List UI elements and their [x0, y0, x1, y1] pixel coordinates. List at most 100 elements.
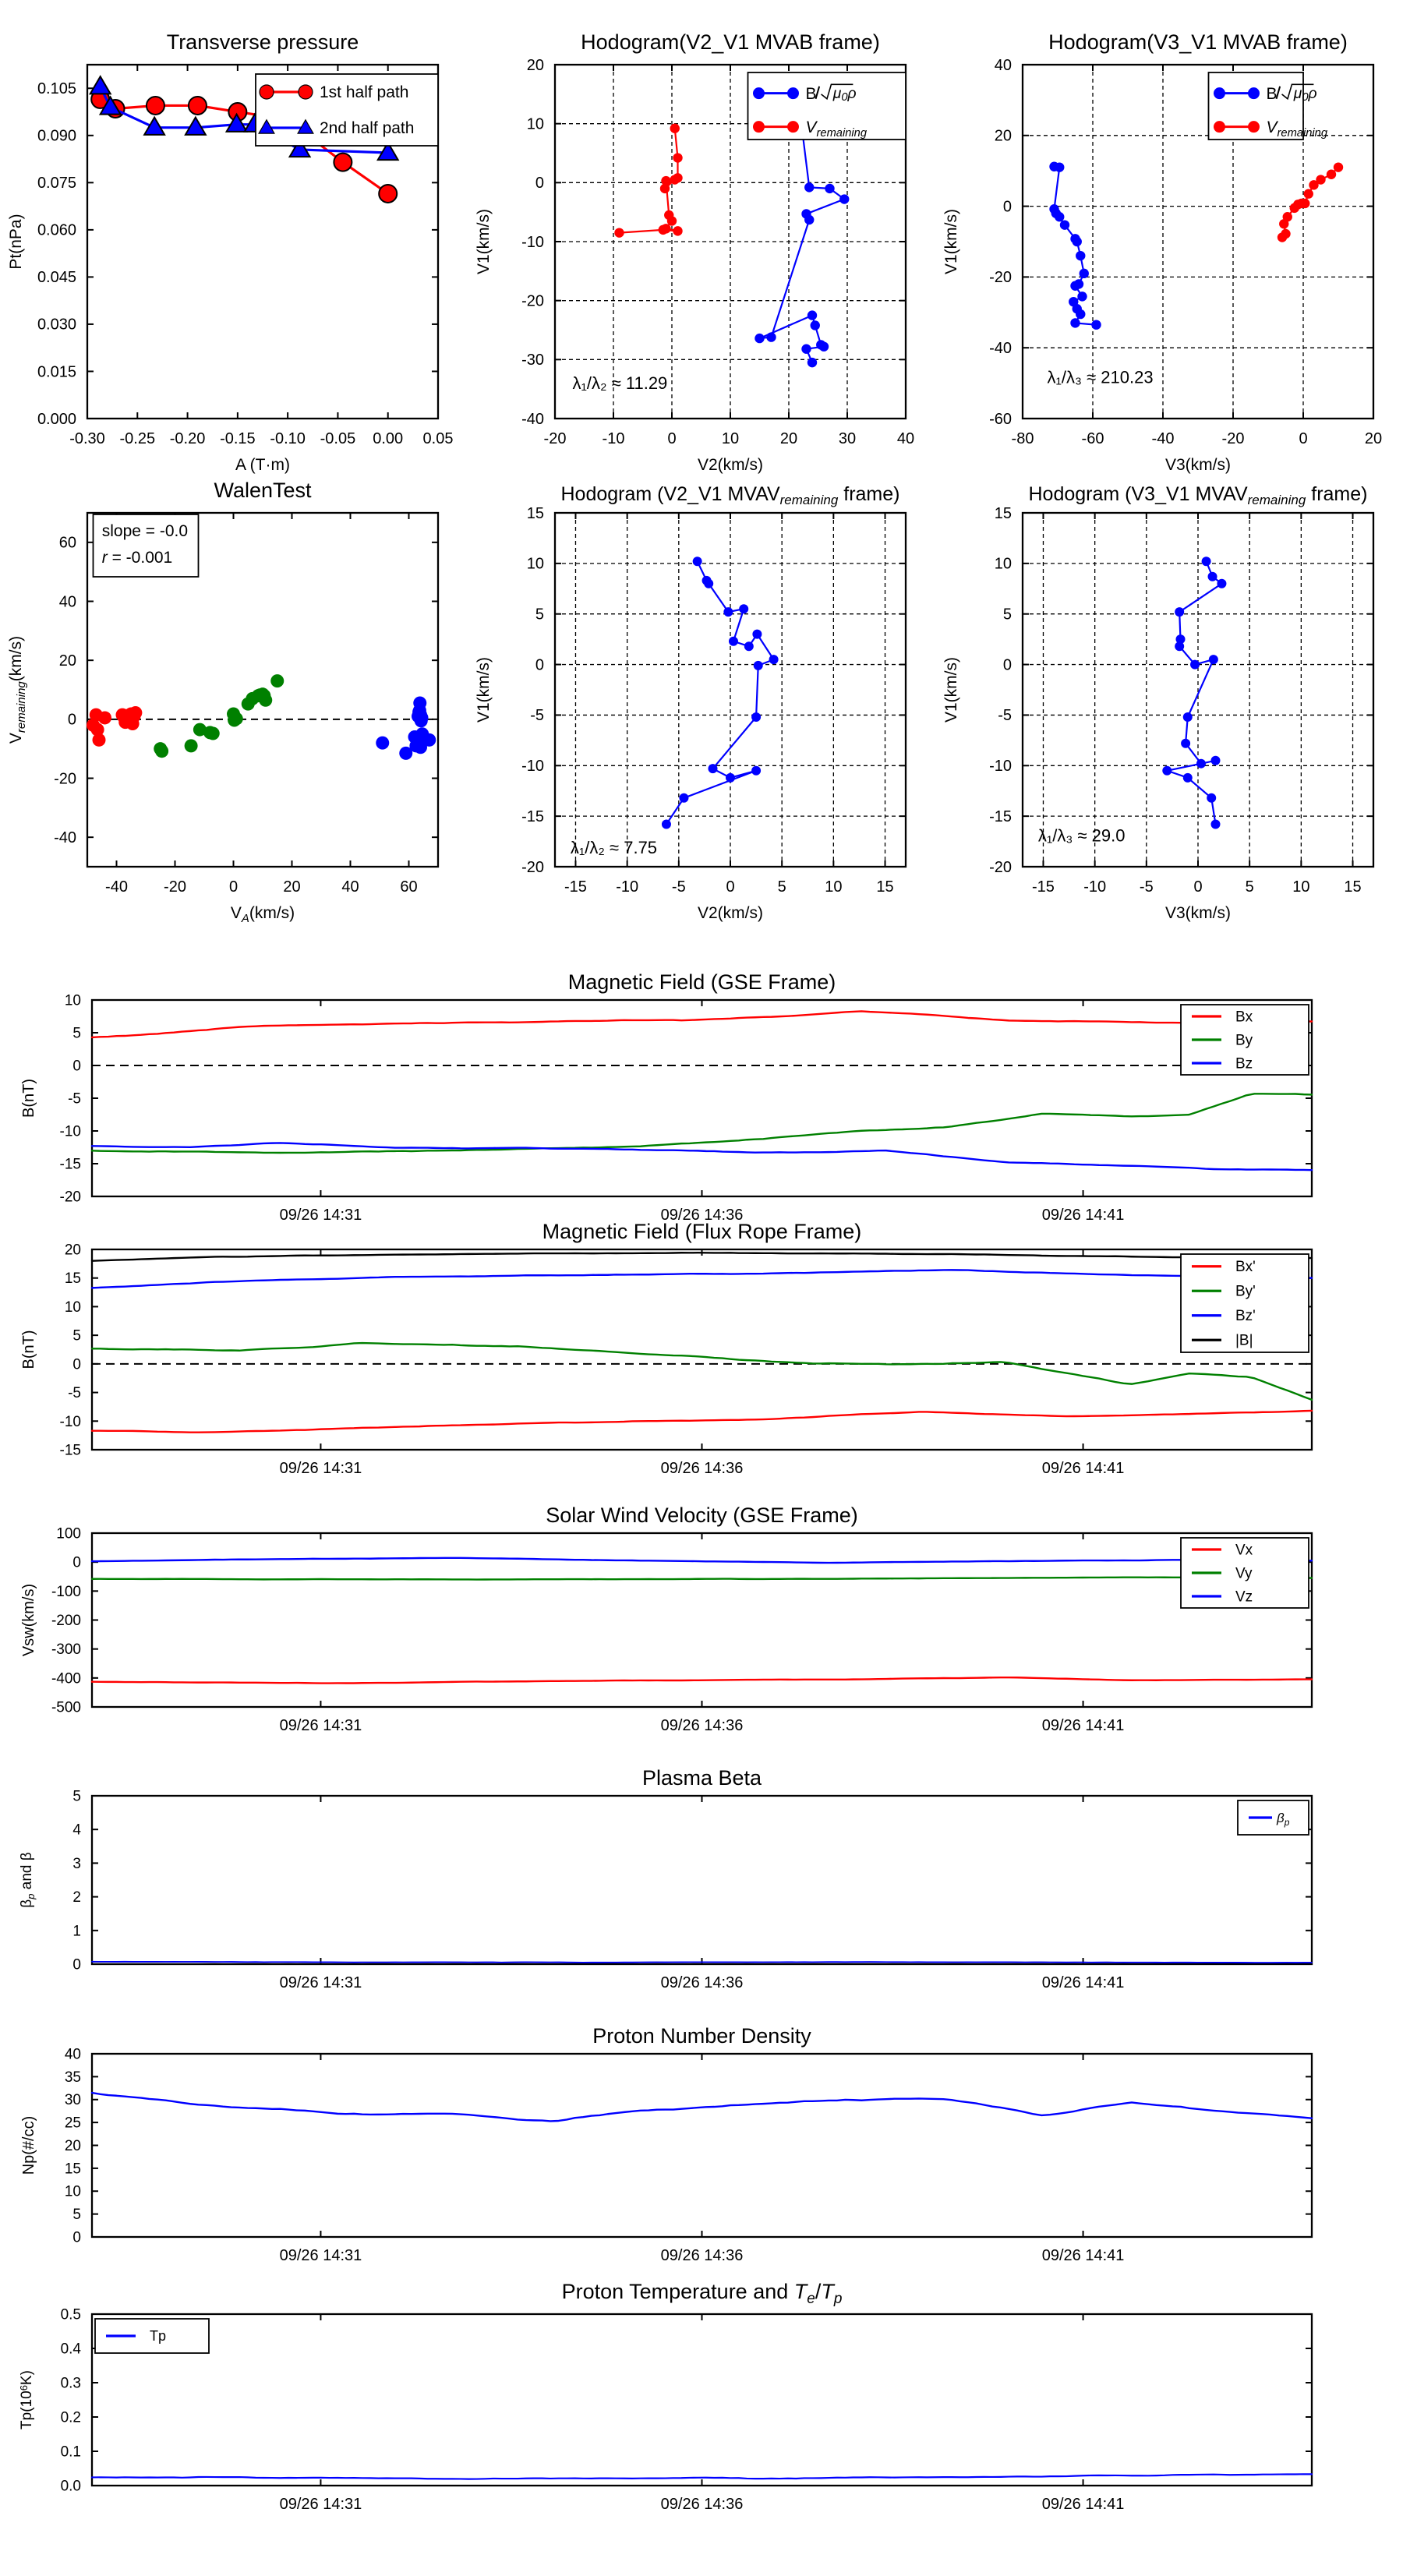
svg-text:Hodogram(V3_V1 MVAB frame): Hodogram(V3_V1 MVAB frame) [1048, 30, 1348, 54]
svg-text:-20: -20 [989, 269, 1012, 286]
svg-text:-40: -40 [105, 878, 128, 896]
svg-text:Transverse pressure: Transverse pressure [167, 30, 359, 54]
svg-text:-10: -10 [603, 430, 625, 447]
svg-text:20: 20 [59, 652, 76, 670]
svg-text:0.1: 0.1 [61, 2443, 81, 2460]
svg-text:09/26 14:41: 09/26 14:41 [1042, 1460, 1125, 1477]
svg-text:20: 20 [283, 878, 300, 896]
svg-text:Tp: Tp [150, 2328, 166, 2344]
svg-text:3: 3 [72, 1856, 81, 1872]
svg-text:0: 0 [68, 712, 76, 729]
svg-text:40: 40 [341, 878, 359, 896]
svg-text:5: 5 [72, 1788, 81, 1804]
svg-text:20: 20 [995, 128, 1012, 145]
svg-text:5: 5 [72, 2207, 81, 2223]
svg-text:0.2: 0.2 [61, 2409, 81, 2426]
svg-text:0: 0 [72, 2229, 81, 2246]
svg-text:20: 20 [65, 1242, 81, 1258]
svg-text:-20: -20 [521, 859, 544, 876]
svg-text:09/26 14:41: 09/26 14:41 [1042, 1207, 1125, 1224]
svg-text:Bx: Bx [1235, 1009, 1253, 1025]
svg-text:-0.20: -0.20 [170, 430, 206, 447]
svg-text:-5: -5 [672, 878, 686, 896]
svg-text:2: 2 [72, 1889, 81, 1906]
svg-text:09/26 14:36: 09/26 14:36 [661, 2247, 744, 2264]
svg-text:B(nT): B(nT) [20, 1079, 37, 1118]
svg-text:15: 15 [1344, 878, 1361, 896]
svg-text:09/26 14:36: 09/26 14:36 [661, 1717, 744, 1734]
svg-text:B: B [806, 85, 817, 103]
svg-text:10: 10 [825, 878, 842, 896]
svg-text:Vx: Vx [1235, 1542, 1253, 1558]
svg-text:0: 0 [1003, 656, 1012, 673]
svg-text:Proton Number Density: Proton Number Density [592, 2024, 811, 2048]
svg-text:09/26 14:31: 09/26 14:31 [280, 2247, 362, 2264]
svg-text:0.4: 0.4 [61, 2341, 82, 2357]
svg-text:-200: -200 [51, 1613, 81, 1629]
svg-text:0.030: 0.030 [37, 316, 76, 334]
svg-text:Bz': Bz' [1235, 1308, 1256, 1324]
svg-text:09/26 14:31: 09/26 14:31 [280, 1717, 362, 1734]
svg-text:-5: -5 [530, 707, 544, 724]
svg-text:30: 30 [65, 2092, 81, 2108]
svg-text:1st half path: 1st half path [320, 83, 408, 101]
svg-text:V1(km/s): V1(km/s) [475, 209, 493, 274]
svg-text:A (T·m): A (T·m) [235, 456, 290, 474]
svg-text:-0.10: -0.10 [270, 430, 306, 447]
svg-text:0.000: 0.000 [37, 411, 76, 428]
svg-text:10: 10 [527, 556, 544, 573]
svg-text:Vy: Vy [1235, 1565, 1253, 1581]
svg-text:4: 4 [72, 1822, 81, 1839]
svg-text:-5: -5 [68, 1385, 81, 1401]
svg-text:09/26 14:36: 09/26 14:36 [661, 1974, 744, 1991]
svg-text:-40: -40 [54, 829, 76, 846]
svg-text:25: 25 [65, 2115, 81, 2132]
svg-text:09/26 14:41: 09/26 14:41 [1042, 2247, 1125, 2264]
svg-text:15: 15 [527, 505, 544, 522]
svg-text:10: 10 [65, 2184, 81, 2200]
svg-text:r = -0.001: r = -0.001 [102, 549, 172, 567]
svg-text:-20: -20 [521, 292, 544, 309]
svg-text:-30: -30 [521, 352, 544, 369]
svg-text:-15: -15 [564, 878, 587, 896]
svg-text:-15: -15 [60, 1442, 81, 1458]
svg-text:0: 0 [726, 878, 734, 896]
svg-text:V3(km/s): V3(km/s) [1165, 456, 1231, 474]
svg-text:-40: -40 [521, 411, 544, 428]
svg-text:0: 0 [1003, 198, 1012, 215]
svg-text:-100: -100 [51, 1584, 81, 1600]
svg-text:40: 40 [59, 593, 76, 610]
svg-text:-5: -5 [1140, 878, 1154, 896]
svg-text:-10: -10 [989, 758, 1012, 775]
svg-text:Pt(nPa): Pt(nPa) [7, 214, 25, 269]
svg-text:0: 0 [72, 1555, 81, 1571]
svg-text:-10: -10 [521, 758, 544, 775]
svg-text:λ₁/λ₃ ≈ 210.23: λ₁/λ₃ ≈ 210.23 [1048, 368, 1154, 387]
svg-text:Hodogram(V2_V1 MVAB frame): Hodogram(V2_V1 MVAB frame) [581, 30, 880, 54]
svg-text:5: 5 [1246, 878, 1254, 896]
svg-text:-20: -20 [989, 859, 1012, 876]
svg-text:Vz: Vz [1235, 1588, 1253, 1605]
svg-text:-15: -15 [1032, 878, 1055, 896]
svg-text:B(nT): B(nT) [20, 1330, 37, 1369]
svg-text:-20: -20 [1222, 430, 1245, 447]
svg-text:0: 0 [1193, 878, 1202, 896]
svg-text:V2(km/s): V2(km/s) [698, 904, 763, 922]
svg-text:V1(km/s): V1(km/s) [942, 657, 960, 723]
svg-text:-20: -20 [54, 770, 76, 787]
svg-text:-20: -20 [164, 878, 186, 896]
svg-text:10: 10 [527, 115, 544, 133]
svg-text:0.105: 0.105 [37, 80, 76, 97]
svg-text:10: 10 [995, 556, 1012, 573]
svg-text:-10: -10 [521, 234, 544, 251]
svg-text:-20: -20 [544, 430, 567, 447]
svg-text:-500: -500 [51, 1699, 81, 1716]
svg-text:0.0: 0.0 [61, 2478, 81, 2494]
svg-text:1: 1 [72, 1923, 81, 1939]
svg-text:Proton Temperature and Te/Tp: Proton Temperature and Te/Tp [562, 2280, 843, 2307]
svg-text:0.060: 0.060 [37, 222, 76, 239]
svg-text:10: 10 [722, 430, 739, 447]
svg-text:5: 5 [72, 1328, 81, 1345]
svg-text:-10: -10 [60, 1414, 81, 1430]
svg-text:0: 0 [72, 1058, 81, 1074]
